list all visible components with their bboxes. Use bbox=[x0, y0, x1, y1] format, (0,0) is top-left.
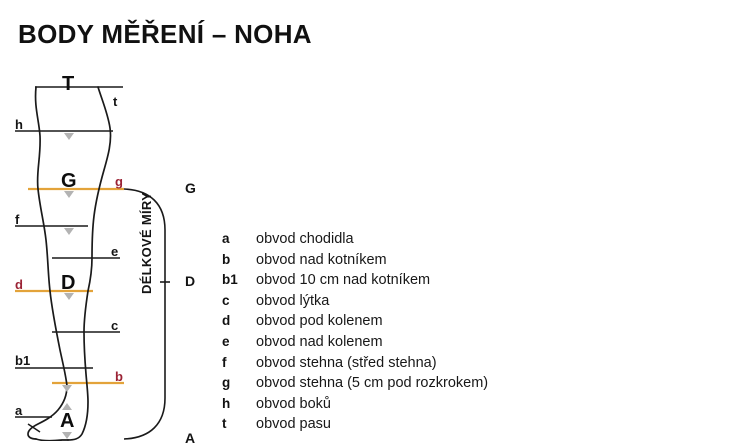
marker-g bbox=[64, 191, 74, 198]
legend-desc-b1: obvod 10 cm nad kotníkem bbox=[256, 272, 431, 289]
circumference-marker-c: c bbox=[111, 318, 119, 333]
legend-item-e: e obvod nad kolenem bbox=[222, 334, 742, 355]
legend-key-f: f bbox=[222, 354, 227, 370]
bracket-label-A: A bbox=[185, 430, 196, 446]
legend-key-b: b bbox=[222, 251, 231, 267]
legend-desc-g: obvod stehna (5 cm pod rozkrokem) bbox=[256, 375, 489, 392]
length-bracket bbox=[123, 188, 166, 440]
legend-item-b1: b1 obvod 10 cm nad kotníkem bbox=[222, 272, 742, 293]
circumference-marker-e: e bbox=[111, 244, 119, 259]
legend-item-b: b obvod nad kotníkem bbox=[222, 252, 742, 273]
leg-diagram-svg bbox=[15, 86, 170, 441]
marker-a-down bbox=[62, 432, 72, 439]
legend-key-g: g bbox=[222, 375, 231, 391]
legend-key-t: t bbox=[222, 416, 227, 432]
leg-measurement-diagram: T G D A t h g f e d c b1 b a G D A DÉLKO… bbox=[0, 62, 215, 445]
legend-desc-a: obvod chodidla bbox=[256, 231, 354, 247]
marker-h bbox=[64, 133, 74, 140]
lengths-measures-label: DÉLKOVÉ MÍRY bbox=[139, 191, 154, 294]
legend-item-c: c obvod lýtka bbox=[222, 293, 742, 314]
bracket-label-D: D bbox=[185, 273, 196, 289]
marker-d bbox=[64, 293, 74, 300]
legend-desc-t: obvod pasu bbox=[256, 416, 331, 433]
circumference-marker-f: f bbox=[15, 212, 20, 227]
measurement-direction-markers bbox=[62, 133, 74, 439]
legend-item-f: f obvod stehna (střed stehna) bbox=[222, 355, 742, 376]
marker-a-up bbox=[62, 403, 72, 410]
circumference-marker-b: b bbox=[115, 369, 123, 384]
measurement-lines-orange bbox=[15, 187, 124, 385]
legend-key-d: d bbox=[222, 313, 231, 329]
toe-divider bbox=[27, 423, 41, 433]
marker-b bbox=[62, 385, 72, 392]
legend-desc-f: obvod stehna (střed stehna) bbox=[256, 354, 437, 371]
legend-desc-e: obvod nad kolenem bbox=[256, 333, 383, 350]
legend-desc-c: obvod lýtka bbox=[256, 292, 330, 309]
marker-f bbox=[64, 228, 74, 235]
length-marker-G: G bbox=[61, 170, 77, 192]
leg-outline-back bbox=[67, 86, 112, 441]
legend-item-t: t obvod pasu bbox=[222, 416, 742, 437]
measurement-lines-black bbox=[15, 86, 123, 418]
legend-key-e: e bbox=[222, 333, 230, 349]
circumference-marker-t: t bbox=[113, 94, 118, 109]
circumference-marker-h: h bbox=[15, 117, 23, 132]
circumference-marker-a: a bbox=[15, 403, 23, 418]
bracket-label-G: G bbox=[185, 180, 196, 196]
page-title: BODY MĚŘENÍ – NOHA bbox=[18, 19, 312, 49]
legend-key-b1: b1 bbox=[222, 272, 238, 288]
legend-key-c: c bbox=[222, 292, 230, 308]
legend-key-h: h bbox=[222, 395, 231, 411]
length-marker-A: A bbox=[60, 410, 75, 432]
legend-item-a: a obvod chodidla bbox=[222, 231, 742, 252]
length-marker-D: D bbox=[61, 272, 76, 294]
legend-desc-h: obvod boků bbox=[256, 395, 331, 412]
circumference-marker-d: d bbox=[15, 277, 23, 292]
legend-desc-b: obvod nad kotníkem bbox=[256, 251, 387, 268]
leg-outline-front bbox=[27, 86, 68, 440]
measurement-legend: a obvod chodidla b obvod nad kotníkem b1… bbox=[222, 231, 742, 437]
legend-key-a: a bbox=[222, 231, 230, 246]
legend-desc-d: obvod pod kolenem bbox=[256, 313, 383, 330]
legend-item-h: h obvod boků bbox=[222, 396, 742, 417]
circumference-marker-g: g bbox=[115, 174, 123, 189]
legend-item-d: d obvod pod kolenem bbox=[222, 313, 742, 334]
circumference-marker-b1: b1 bbox=[15, 353, 31, 368]
length-marker-T: T bbox=[62, 73, 75, 95]
legend-item-g: g obvod stehna (5 cm pod rozkrokem) bbox=[222, 375, 742, 396]
foot-sole bbox=[35, 438, 69, 441]
